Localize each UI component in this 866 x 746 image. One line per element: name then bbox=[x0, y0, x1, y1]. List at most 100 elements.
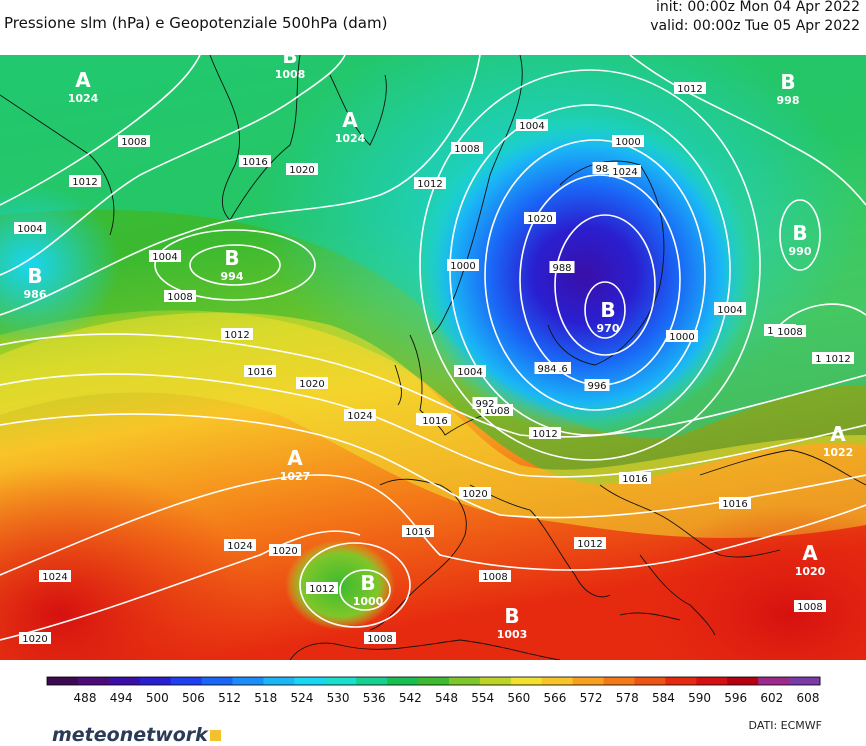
center-letter: B bbox=[504, 604, 519, 628]
isobar-label: 1016 bbox=[244, 365, 276, 378]
isobar-label-text: 1004 bbox=[152, 252, 177, 263]
isobar-label: 1024 bbox=[224, 539, 256, 552]
isobar-label-text: 1020 bbox=[299, 379, 324, 390]
field-red-southwest bbox=[0, 465, 260, 660]
isobar-label: 1008 bbox=[774, 325, 806, 338]
isobar-label-text: 1012 bbox=[417, 179, 442, 190]
colorbar-swatch bbox=[201, 677, 234, 685]
isobar-label-text: 1004 bbox=[519, 121, 544, 132]
colorbar-label: 566 bbox=[543, 691, 566, 705]
logo-square-icon bbox=[209, 730, 221, 741]
pressure-centers: A1024B1008A1024B994B986B998B990B970A1027… bbox=[24, 55, 854, 641]
isobar-label: 1000 bbox=[666, 330, 698, 343]
isobar-label-text: 1020 bbox=[272, 546, 297, 557]
isobar-label-box bbox=[479, 570, 511, 582]
isobar-label: 1008 bbox=[364, 632, 396, 645]
isobar-label-text: 984 bbox=[595, 164, 614, 175]
isobar-label-box bbox=[451, 142, 483, 154]
isobar-label-text: 1016 bbox=[622, 474, 647, 485]
center-letter: B bbox=[780, 70, 795, 94]
isobar-label-box bbox=[344, 409, 376, 421]
colorbar-label: 602 bbox=[760, 691, 783, 705]
center-letter: B bbox=[600, 298, 615, 322]
isobar-label-text: 1008 bbox=[484, 406, 509, 417]
isobar-label-box bbox=[149, 250, 181, 262]
colorbar-swatch bbox=[727, 677, 759, 685]
isobar-label-text: 1024 bbox=[612, 167, 637, 178]
isobar-label-text: 1012 bbox=[309, 584, 334, 595]
isobar-label-text: 1004 bbox=[457, 367, 482, 378]
isobar-label-box bbox=[529, 427, 561, 439]
colorbar-label: 542 bbox=[399, 691, 422, 705]
colorbar-label: 518 bbox=[254, 691, 277, 705]
isobar-label-text: 1012 bbox=[224, 330, 249, 341]
isobar-labels: 1008 1012 1016 1020 1004 1004 1008 1012 1008 1012… bbox=[14, 82, 854, 645]
center-letter: B bbox=[792, 221, 807, 245]
colorbar-label: 524 bbox=[290, 691, 313, 705]
isobar-label-text: 1008 bbox=[454, 144, 479, 155]
isobar-label: 1004 bbox=[14, 222, 46, 235]
isobar-label: 1004 bbox=[516, 119, 548, 132]
isobar-label-text: 1008 bbox=[777, 327, 802, 338]
center-value: 1003 bbox=[497, 628, 528, 641]
isobar-label-text: 1020 bbox=[462, 489, 487, 500]
colorbar-labels: 488 494 500 506 512 518 524 530 536 542 548 554 560 5… bbox=[74, 691, 820, 705]
isobar-label-box bbox=[516, 119, 548, 131]
isobar-label-text: 1000 bbox=[615, 137, 640, 148]
isobar-label-box bbox=[364, 632, 396, 644]
colorbar: 488 494 500 506 512 518 524 530 536 542 548 554 560 5… bbox=[46, 676, 821, 705]
colorbar-label: 560 bbox=[507, 691, 530, 705]
isobar-label: 1024 bbox=[39, 570, 71, 583]
colorbar-label: 500 bbox=[146, 691, 169, 705]
isobar-label: 1020 bbox=[286, 163, 318, 176]
isobar-label-text: 988 bbox=[552, 263, 571, 274]
colorbar-label: 530 bbox=[327, 691, 350, 705]
center-letter: B bbox=[360, 571, 375, 595]
isobar-label-text: 1000 bbox=[669, 332, 694, 343]
center-letter: A bbox=[830, 422, 846, 446]
isobar-label: 1020 bbox=[269, 544, 301, 557]
isobar-label-box bbox=[454, 365, 486, 377]
brand-name: meteonetwork bbox=[52, 724, 208, 746]
isobar-label-box bbox=[164, 290, 196, 302]
center-value: 986 bbox=[24, 288, 47, 301]
center-letter: B bbox=[27, 264, 42, 288]
isobar-label-text: 1012 bbox=[677, 84, 702, 95]
colorbar-swatch bbox=[170, 677, 203, 685]
isobar-label: 1012 bbox=[822, 352, 854, 365]
weather-map: 1008 1012 1016 1020 1004 1004 1008 1012 1008 1012… bbox=[0, 55, 866, 660]
colorbar-swatch bbox=[108, 677, 141, 685]
isobar-label-box bbox=[447, 259, 479, 271]
center-value: 998 bbox=[777, 94, 800, 107]
isobar-label-text: 1024 bbox=[347, 411, 372, 422]
colorbar-label: 590 bbox=[688, 691, 711, 705]
isobar-label-text: 984 bbox=[537, 364, 556, 375]
isobar-label-text: 1024 bbox=[227, 541, 252, 552]
isobar-label: 1016 bbox=[402, 525, 434, 538]
isobar-label: 1020 bbox=[296, 377, 328, 390]
colorbar-swatch bbox=[479, 677, 512, 685]
colorbar-swatch bbox=[789, 677, 821, 685]
center-value: 1008 bbox=[275, 68, 306, 81]
isobar-label: 1012 bbox=[674, 82, 706, 95]
isobar-label-box bbox=[224, 539, 256, 551]
center-letter: A bbox=[342, 108, 358, 132]
isobar-label-text: 1012 bbox=[72, 177, 97, 188]
isobar-label: 1016 bbox=[619, 472, 651, 485]
colorbar-swatch bbox=[418, 677, 450, 685]
colorbar-swatch bbox=[634, 677, 666, 685]
isobar-label-box bbox=[69, 175, 101, 187]
isobar-label-text: 1020 bbox=[22, 634, 47, 645]
isobar-label: 1008 bbox=[164, 290, 196, 303]
isobar-label-box bbox=[719, 497, 751, 509]
colorbar-label: 548 bbox=[435, 691, 458, 705]
colorbar-label: 494 bbox=[110, 691, 133, 705]
center-value: 1024 bbox=[335, 132, 366, 145]
